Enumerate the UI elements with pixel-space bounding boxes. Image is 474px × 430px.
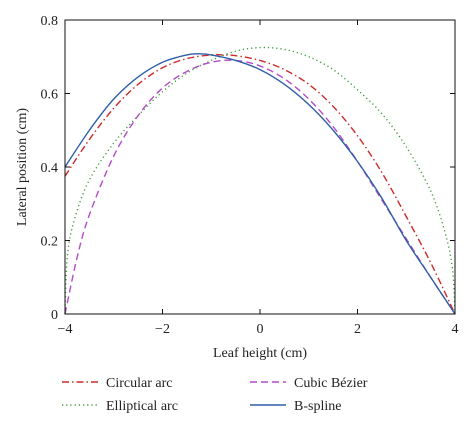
y-tick-label: 0.6 [41,88,59,103]
series-layer [64,46,456,315]
x-tick-label: 2 [354,322,361,337]
y-tick-label: 0.2 [41,235,59,250]
legend-label: Circular arc [106,376,172,391]
y-axis-label: Lateral position (cm) [15,108,30,227]
y-tick-label: 0 [51,308,58,323]
series-line-circular-arc [64,53,456,315]
series-line-cubic-b-zier [64,59,456,315]
legend-label: Elliptical arc [106,399,178,414]
x-axis-label: Leaf height (cm) [213,346,307,361]
x-tick-label: −4 [58,322,73,337]
x-tick-label: 4 [452,322,459,337]
y-tick-label: 0.4 [41,161,59,176]
legend-label: B-spline [294,399,341,414]
x-tick-label: 0 [257,322,264,337]
series-line-elliptical-arc [64,46,456,315]
y-tick-label: 0.8 [41,14,59,29]
x-tick-label: −2 [155,322,170,337]
series-line-b-spline [64,53,456,315]
legend: Circular arc Elliptical arc Cubic Bézier B-… [62,376,368,414]
tick-labels-layer: −4 −2 0 2 4 0 0.2 0.4 0.6 0.8 [41,14,459,337]
legend-label: Cubic Bézier [294,376,368,391]
ticks-layer [64,19,456,315]
plot-frame [64,19,456,315]
